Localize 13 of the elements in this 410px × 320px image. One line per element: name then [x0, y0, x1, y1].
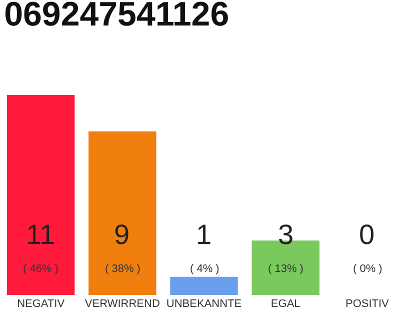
data-label: 9 ( 38% ) [105, 219, 140, 275]
bar [170, 276, 238, 295]
data-label: 11 ( 46% ) [23, 219, 58, 275]
data-label: 1 ( 4% ) [190, 219, 220, 275]
chart-title: 069247541126 [4, 0, 230, 34]
bar [88, 131, 156, 295]
x-tick-label: UNBEKANNTE [166, 298, 242, 310]
data-label: 0 ( 0% ) [353, 219, 382, 275]
x-tick-label: EGAL [270, 298, 300, 310]
x-tick-label: VERWIRREND [84, 298, 160, 310]
x-tick-label: NEGATIV [17, 298, 66, 310]
bar [6, 95, 75, 295]
x-tick-label: POSITIV [345, 298, 390, 310]
